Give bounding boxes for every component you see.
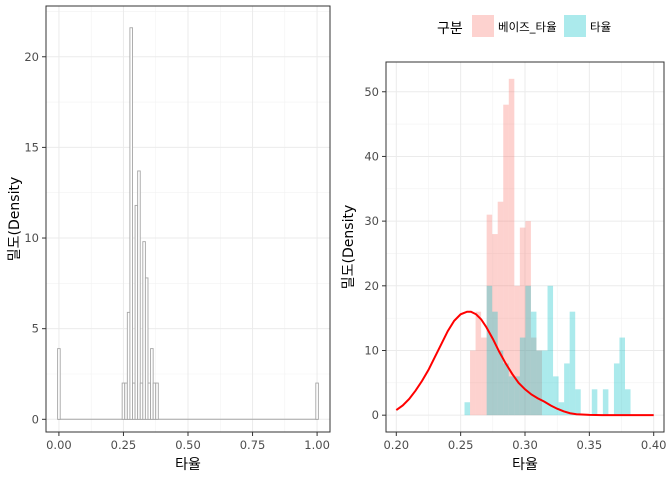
left-x-axis: 0.00 0.25 0.50 0.75 1.00 — [46, 432, 330, 452]
y-tick-label: 50 — [364, 85, 379, 99]
y-tick-label: 10 — [364, 343, 379, 357]
histogram-bar-batting — [564, 363, 570, 416]
histogram-bar-bayes — [475, 311, 482, 416]
left-y-axis-title: 밀도(Density — [7, 177, 23, 261]
left-y-axis: 0 5 10 15 20 — [24, 50, 46, 426]
histogram-bar-batting — [514, 376, 520, 416]
histogram-bar — [137, 170, 141, 420]
right-x-axis-title: 타율 — [512, 457, 538, 473]
histogram-bar-batting — [541, 350, 548, 416]
histogram-bar-bayes — [481, 337, 487, 416]
x-tick-label: 0.75 — [240, 438, 266, 452]
histogram-bar-batting — [464, 402, 471, 416]
histogram-bar-bayes — [530, 337, 537, 416]
x-tick-label: 0.25 — [448, 438, 474, 452]
histogram-bar-batting — [519, 337, 526, 416]
y-tick-label: 20 — [364, 279, 379, 293]
histogram-bar-batting — [503, 363, 509, 416]
histogram-bar-batting — [575, 389, 581, 416]
y-tick-label: 10 — [24, 231, 39, 245]
x-tick-label: 0.20 — [383, 438, 409, 452]
histogram-bar-batting — [508, 376, 515, 416]
histogram-bar-batting — [486, 285, 493, 416]
x-tick-label: 0.00 — [46, 438, 72, 452]
histogram-bar-bayes — [525, 221, 531, 416]
histogram-bar-batting — [497, 350, 504, 416]
histogram-bar-batting — [525, 285, 531, 416]
left-histogram-panel: 0.00 0.25 0.50 0.75 1.00 0 5 10 15 20 타율 밀도(Dens… — [7, 5, 331, 473]
histogram-bar-bayes — [519, 227, 526, 416]
histogram-bar — [129, 27, 133, 420]
y-tick-label: 15 — [24, 140, 39, 154]
histogram-bar-bayes — [536, 350, 542, 416]
histogram-bar-batting — [530, 311, 537, 416]
x-tick-label: 0.25 — [111, 438, 137, 452]
histogram-bar-bayes — [486, 214, 493, 416]
histogram-bar-batting — [569, 311, 576, 416]
y-tick-label: 5 — [32, 322, 39, 336]
x-tick-label: 1.00 — [304, 438, 330, 452]
legend-key-bayes — [472, 15, 494, 37]
y-tick-label: 30 — [364, 214, 379, 228]
y-tick-label: 0 — [372, 408, 379, 422]
histogram-bar-batting — [536, 350, 542, 416]
histogram-bar-batting — [591, 389, 598, 416]
legend-key-batting — [564, 15, 586, 37]
legend-title: 구분 — [437, 21, 463, 37]
legend-label-bayes: 베이즈_타율 — [498, 20, 557, 34]
histogram-bar — [155, 382, 159, 420]
histogram-bar — [57, 348, 61, 420]
x-tick-label: 0.40 — [641, 438, 667, 452]
right-y-axis-title: 밀도(Density — [341, 205, 357, 289]
histogram-bar — [144, 277, 149, 420]
left-x-axis-title: 타율 — [175, 457, 201, 473]
histogram-bar-batting — [492, 311, 498, 416]
right-histogram-panel: 0.20 0.25 0.30 0.35 0.40 0 10 20 30 40 50 타율 밀도(D… — [341, 15, 667, 473]
histogram-bar-batting — [613, 363, 620, 416]
y-tick-label: 40 — [364, 149, 379, 163]
histogram-bar-bayes — [508, 78, 515, 416]
right-y-axis: 0 10 20 30 40 50 — [364, 85, 386, 422]
histogram-bar-batting — [547, 285, 554, 416]
histogram-bar-bayes — [492, 234, 498, 416]
histogram-bar-batting — [602, 389, 609, 416]
histogram-bar-batting — [558, 402, 565, 416]
histogram-bar-batting — [553, 376, 559, 416]
x-tick-label: 0.50 — [175, 438, 201, 452]
histogram-bar-batting — [625, 389, 631, 416]
histogram-bar-batting — [619, 337, 626, 416]
right-histogram-bars — [464, 78, 631, 416]
y-tick-label: 0 — [32, 412, 39, 426]
legend: 구분 베이즈_타율 타율 — [437, 15, 611, 37]
histogram-bar-bayes — [514, 285, 520, 416]
right-gridlines — [386, 62, 664, 432]
histogram-bar-bayes — [470, 350, 476, 416]
legend-label-batting: 타율 — [590, 20, 611, 34]
histogram-bar-bayes — [497, 201, 504, 416]
x-tick-label: 0.35 — [577, 438, 603, 452]
right-x-axis: 0.20 0.25 0.30 0.35 0.40 — [383, 432, 667, 452]
density-curve — [395, 310, 654, 417]
histogram-bar — [315, 382, 319, 420]
histogram-bar-bayes — [503, 104, 509, 416]
y-tick-label: 20 — [24, 50, 39, 64]
x-tick-label: 0.30 — [512, 438, 538, 452]
left-histogram-bars — [57, 27, 319, 420]
